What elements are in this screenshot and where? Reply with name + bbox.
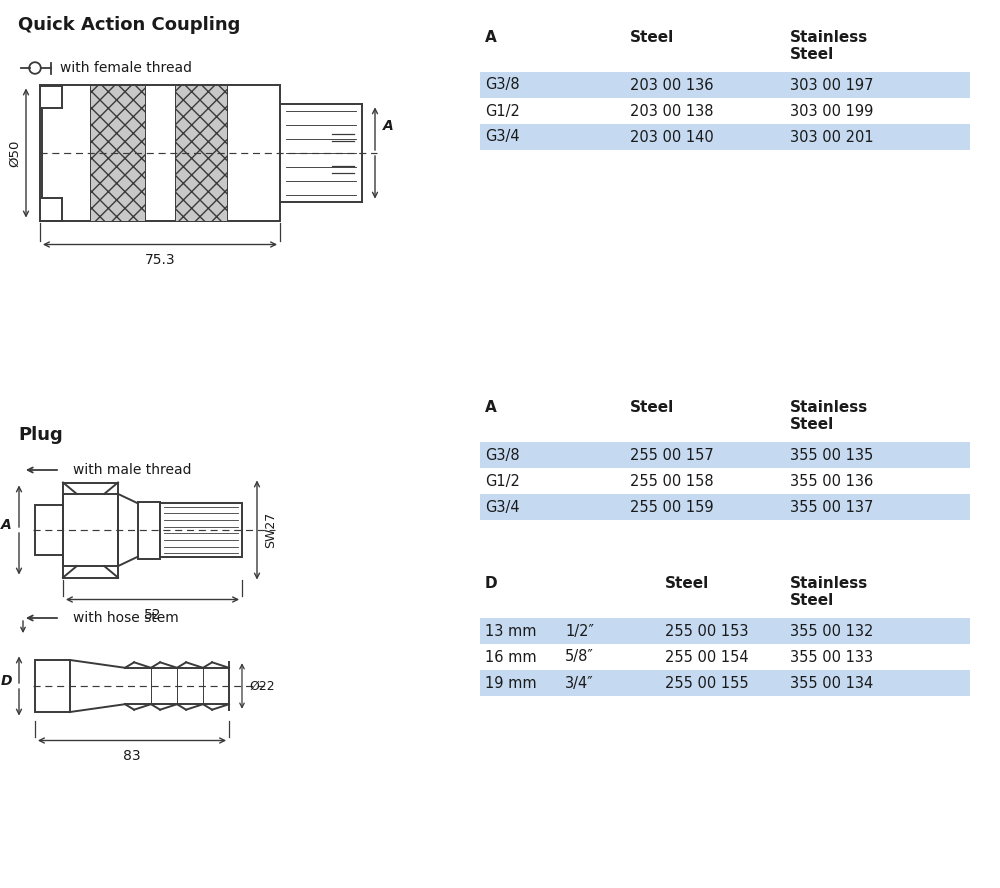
Text: D: D — [485, 576, 498, 591]
Text: 1/2″: 1/2″ — [565, 623, 594, 638]
Bar — [480, 670, 970, 696]
Text: with female thread: with female thread — [60, 61, 192, 75]
Bar — [138, 502, 160, 559]
Text: Plug: Plug — [18, 426, 63, 444]
Bar — [480, 618, 970, 644]
Text: Quick Action Coupling: Quick Action Coupling — [18, 16, 240, 34]
Text: Stainless
Steel: Stainless Steel — [790, 576, 868, 608]
Bar — [480, 98, 970, 124]
Text: A: A — [485, 400, 497, 415]
Bar — [480, 72, 970, 98]
Bar — [90, 85, 145, 220]
Text: 355 00 136: 355 00 136 — [790, 473, 873, 488]
Bar — [63, 494, 118, 567]
Text: SW27: SW27 — [264, 511, 277, 548]
Text: with male thread: with male thread — [73, 463, 192, 477]
Text: 303 00 197: 303 00 197 — [790, 77, 874, 92]
Bar — [480, 442, 970, 468]
Text: 16 mm: 16 mm — [485, 649, 537, 664]
Text: 355 00 132: 355 00 132 — [790, 623, 873, 638]
Bar — [480, 124, 970, 150]
Bar — [35, 505, 63, 555]
Text: 203 00 138: 203 00 138 — [630, 104, 714, 118]
Bar — [175, 85, 227, 220]
Text: Ø22: Ø22 — [249, 679, 275, 693]
Text: G1/2: G1/2 — [485, 473, 520, 488]
Text: 255 00 153: 255 00 153 — [665, 623, 748, 638]
Text: A: A — [383, 119, 394, 133]
Text: Steel: Steel — [665, 576, 709, 591]
Text: 255 00 155: 255 00 155 — [665, 676, 749, 691]
Text: 355 00 135: 355 00 135 — [790, 448, 873, 463]
Text: Stainless
Steel: Stainless Steel — [790, 400, 868, 432]
Bar — [480, 494, 970, 520]
Text: with hose stem: with hose stem — [73, 611, 179, 625]
Text: A: A — [1, 518, 12, 532]
Text: 303 00 201: 303 00 201 — [790, 130, 874, 145]
Text: 203 00 140: 203 00 140 — [630, 130, 714, 145]
Text: 83: 83 — [123, 749, 141, 763]
Bar — [480, 644, 970, 670]
Text: 13 mm: 13 mm — [485, 623, 536, 638]
Text: 255 00 158: 255 00 158 — [630, 473, 714, 488]
Text: G1/2: G1/2 — [485, 104, 520, 118]
Text: G3/4: G3/4 — [485, 130, 520, 145]
Text: 255 00 159: 255 00 159 — [630, 500, 714, 514]
Text: Steel: Steel — [630, 30, 674, 45]
Text: G3/8: G3/8 — [485, 448, 520, 463]
Text: Ø50: Ø50 — [8, 139, 21, 167]
Text: D: D — [0, 674, 12, 688]
Text: 52: 52 — [144, 607, 161, 622]
Text: 5/8″: 5/8″ — [565, 649, 594, 664]
Text: 3/4″: 3/4″ — [565, 676, 594, 691]
Bar — [40, 85, 280, 220]
Bar — [480, 468, 970, 494]
Text: 303 00 199: 303 00 199 — [790, 104, 873, 118]
Bar — [35, 660, 70, 712]
Text: 19 mm: 19 mm — [485, 676, 537, 691]
Text: 255 00 154: 255 00 154 — [665, 649, 749, 664]
Text: 355 00 133: 355 00 133 — [790, 649, 873, 664]
Text: 203 00 136: 203 00 136 — [630, 77, 714, 92]
Text: G3/8: G3/8 — [485, 77, 520, 92]
Text: 255 00 157: 255 00 157 — [630, 448, 714, 463]
Text: Stainless
Steel: Stainless Steel — [790, 30, 868, 62]
Text: G3/4: G3/4 — [485, 500, 520, 514]
Text: A: A — [485, 30, 497, 45]
Text: 355 00 137: 355 00 137 — [790, 500, 873, 514]
Text: 75.3: 75.3 — [145, 252, 175, 266]
Text: 355 00 134: 355 00 134 — [790, 676, 873, 691]
Text: Steel: Steel — [630, 400, 674, 415]
Bar — [160, 503, 242, 557]
